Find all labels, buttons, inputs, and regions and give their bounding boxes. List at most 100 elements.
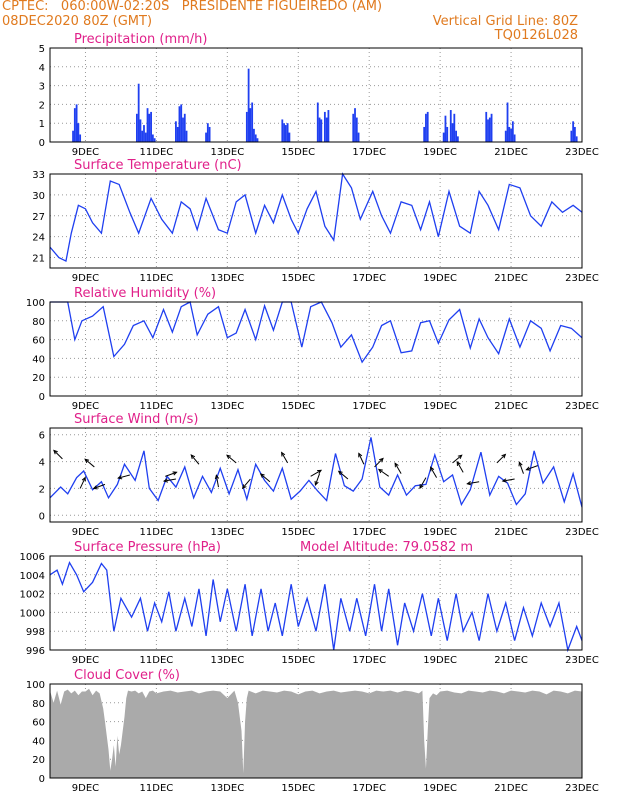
precip-bar bbox=[511, 121, 514, 142]
wind-arrow bbox=[525, 465, 538, 471]
y-tick-label: 80 bbox=[32, 699, 45, 710]
precip-bar bbox=[490, 113, 493, 142]
precip-bar bbox=[288, 132, 291, 142]
series-line bbox=[49, 172, 583, 262]
y-tick-label: 1004 bbox=[20, 571, 45, 582]
panel-title: Cloud Cover (%) bbox=[74, 668, 180, 683]
precip-bar bbox=[355, 117, 358, 142]
wind-arrow-head bbox=[337, 470, 343, 476]
y-tick-label: 20 bbox=[32, 755, 45, 766]
y-tick-label: 0 bbox=[39, 138, 45, 149]
precip-bar bbox=[327, 110, 330, 142]
precip-bar bbox=[79, 134, 82, 142]
precip-bar bbox=[176, 126, 179, 142]
wind-arrow-head bbox=[81, 476, 86, 482]
wind-arrow-shaft bbox=[394, 463, 402, 474]
x-tick-label: 21DEC bbox=[494, 527, 528, 538]
panel-frame bbox=[49, 47, 583, 143]
wind-arrow bbox=[374, 457, 384, 468]
wind-arrow bbox=[496, 453, 507, 464]
precip-bar bbox=[286, 123, 289, 142]
precip-bar bbox=[284, 125, 287, 142]
wind-arrow-shaft bbox=[419, 477, 427, 489]
wind-arrow bbox=[452, 454, 463, 464]
wind-arrow bbox=[466, 481, 480, 486]
precip-bar bbox=[442, 132, 445, 142]
wind-arrow-shaft bbox=[518, 462, 524, 474]
x-tick-label: 13DEC bbox=[210, 655, 244, 666]
x-tick-label: 19DEC bbox=[423, 783, 457, 794]
precip-bar bbox=[251, 102, 254, 142]
precip-bar bbox=[423, 126, 426, 142]
wind-arrow-head bbox=[226, 454, 232, 460]
panel-title: Surface Pressure (hPa) bbox=[74, 540, 221, 555]
precip-bar bbox=[574, 126, 576, 142]
precip-bar bbox=[357, 132, 360, 142]
y-tick-label: 100 bbox=[26, 680, 45, 691]
series-line bbox=[50, 301, 583, 364]
wind-arrow-head bbox=[466, 481, 472, 486]
wind-arrow bbox=[259, 473, 271, 483]
panel-frame bbox=[49, 555, 583, 651]
wind-arrow bbox=[214, 474, 220, 488]
panel-annotation: Model Altitude: 79.0582 m bbox=[300, 540, 473, 555]
y-tick-label: 1 bbox=[39, 119, 45, 130]
wind-arrow bbox=[117, 474, 130, 480]
wind-arrow-shaft bbox=[452, 454, 463, 464]
wind-arrow bbox=[79, 476, 86, 489]
panel-2: 0 20 40 60 80 100 9DEC 11DEC 13DEC 15DEC 17DEC 19DE… bbox=[26, 286, 599, 412]
precip-bar bbox=[449, 110, 452, 142]
precip-bar bbox=[205, 132, 207, 142]
wind-arrow-head bbox=[214, 474, 220, 480]
precip-bar bbox=[426, 111, 429, 142]
panel-5: 0 20 40 60 80 100 9DEC 11DEC 13DEC 15DEC 17DEC 19DE… bbox=[26, 668, 599, 794]
precip-bar bbox=[178, 106, 181, 142]
x-tick-label: 13DEC bbox=[210, 783, 244, 794]
x-tick-label: 21DEC bbox=[494, 273, 528, 284]
panel-title: Precipitation (mm/h) bbox=[74, 32, 207, 47]
header-grid-line: Vertical Grid Line: 80Z bbox=[432, 14, 578, 29]
header-station-line: CPTEC: 060:00W-02:20S PRESIDENTE FIGUEIR… bbox=[2, 0, 383, 14]
wind-arrow-head bbox=[456, 460, 461, 466]
y-tick-label: 1000 bbox=[20, 608, 45, 619]
header: CPTEC: 060:00W-02:20S PRESIDENTE FIGUEIR… bbox=[0, 0, 618, 44]
panel-frame bbox=[49, 427, 583, 523]
wind-arrow bbox=[92, 483, 106, 490]
y-tick-label: 100 bbox=[26, 298, 45, 309]
x-tick-label: 23DEC bbox=[565, 273, 599, 284]
x-tick-label: 19DEC bbox=[423, 527, 457, 538]
precip-bar bbox=[325, 117, 328, 142]
precip-bar bbox=[135, 113, 138, 142]
x-tick-label: 13DEC bbox=[210, 401, 244, 412]
wind-arrow-shaft bbox=[338, 470, 349, 480]
precip-bar bbox=[456, 136, 459, 142]
wind-arrow-shaft bbox=[374, 458, 384, 468]
precip-bar bbox=[444, 115, 447, 142]
precip-bar bbox=[425, 113, 427, 142]
x-tick-label: 21DEC bbox=[494, 783, 528, 794]
wind-arrow-head bbox=[259, 473, 265, 478]
precip-bar bbox=[504, 130, 507, 142]
precip-bar bbox=[570, 130, 573, 142]
precip-bar bbox=[575, 136, 578, 142]
precip-bar bbox=[253, 128, 255, 142]
wind-arrow-head bbox=[419, 484, 424, 490]
wind-arrow bbox=[226, 454, 237, 464]
wind-arrow-shaft bbox=[526, 465, 538, 471]
y-tick-label: 1006 bbox=[20, 552, 45, 563]
panel-4: 996 998 1000 1002 1004 1006 9DEC 11DEC 13DEC 15DE… bbox=[20, 540, 599, 666]
x-tick-label: 17DEC bbox=[352, 401, 386, 412]
y-tick-label: 80 bbox=[32, 317, 45, 328]
wind-arrow-shaft bbox=[314, 473, 321, 486]
precip-bar bbox=[320, 119, 323, 142]
x-tick-label: 9DEC bbox=[72, 401, 99, 412]
precip-bar bbox=[143, 125, 145, 142]
precip-bar bbox=[283, 123, 285, 142]
y-tick-label: 2 bbox=[39, 100, 45, 111]
x-tick-label: 11DEC bbox=[140, 273, 174, 284]
precip-bar bbox=[254, 134, 257, 142]
precip-bar bbox=[352, 113, 355, 142]
header-date: 08DEC2020 80Z (GMT) bbox=[2, 14, 153, 29]
wind-arrow bbox=[190, 454, 200, 465]
